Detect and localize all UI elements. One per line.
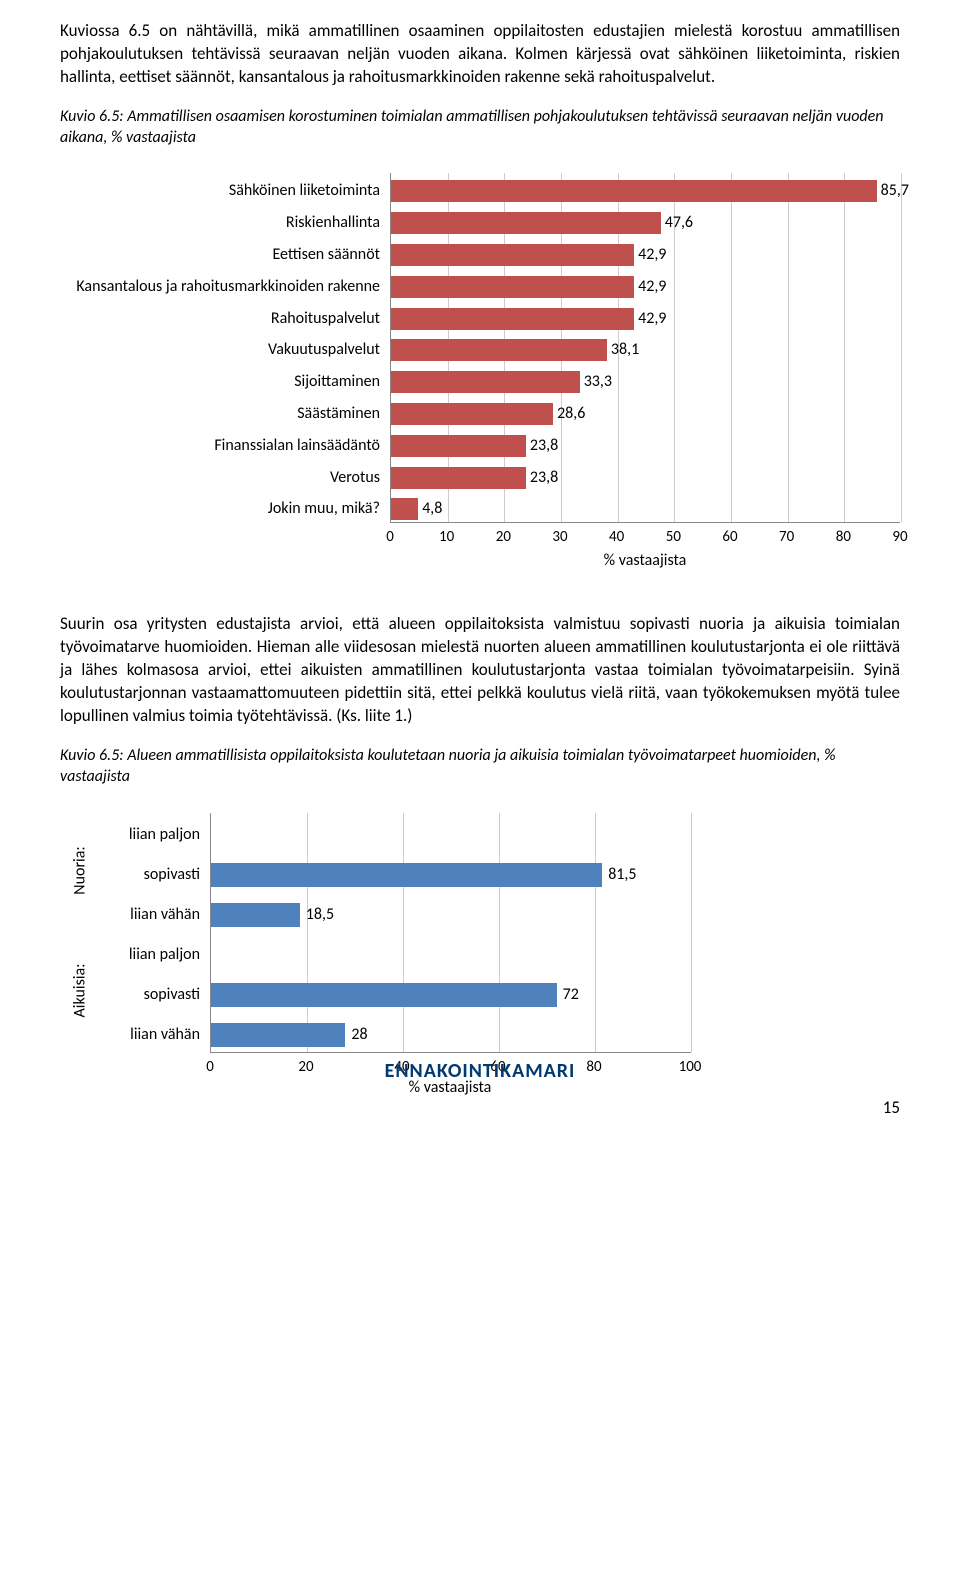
chart1-value-label: 28,6 <box>557 403 585 425</box>
chart1-tick-label: 90 <box>880 528 920 546</box>
chart2-gridline <box>499 813 500 1052</box>
chart2-bar-row: 72 <box>211 983 691 1007</box>
chart2-category-label: liian paljon <box>100 943 200 967</box>
chart1-value-label: 42,9 <box>638 244 666 266</box>
chart1-category-label: Sijoittaminen <box>60 371 380 393</box>
chart2-group-label: Aikuisia: <box>71 930 90 1050</box>
chart1-tick-label: 20 <box>483 528 523 546</box>
chart2-bar <box>211 903 300 927</box>
chart2-bar <box>211 863 602 887</box>
chart1-value-label: 23,8 <box>530 435 558 457</box>
chart1-bar <box>391 212 661 234</box>
chart2-bar-row: 28 <box>211 1023 691 1047</box>
chart1-category-label: Rahoituspalvelut <box>60 308 380 330</box>
chart1-bar <box>391 403 553 425</box>
chart1-category-label: Finanssialan lainsäädäntö <box>60 435 380 457</box>
chart1-value-label: 23,8 <box>530 467 558 489</box>
chart1-category-label: Kansantalous ja rahoitusmarkkinoiden rak… <box>60 276 380 298</box>
chart1-value-label: 4,8 <box>422 498 442 520</box>
chart1-bar <box>391 180 877 202</box>
chart2-value-label: 28 <box>351 1023 367 1047</box>
chart1-bar <box>391 276 634 298</box>
chart1-value-label: 42,9 <box>638 276 666 298</box>
chart2-bar-row <box>211 943 691 967</box>
chart1-bar <box>391 308 634 330</box>
chart2-bar-row: 18,5 <box>211 903 691 927</box>
chart1-category-label: Sähköinen liiketoiminta <box>60 180 380 202</box>
chart2-group-label: Nuoria: <box>71 810 90 930</box>
chart1-bar-row: 42,9 <box>391 276 900 298</box>
chart2-value-label: 81,5 <box>608 863 636 887</box>
chart2-bar-row: 81,5 <box>211 863 691 887</box>
paragraph-1: Kuviossa 6.5 on nähtävillä, mikä ammatil… <box>60 20 900 89</box>
paragraph-2: Suurin osa yritysten edustajista arvioi,… <box>60 613 900 728</box>
chart1-category-label: Vakuutuspalvelut <box>60 339 380 361</box>
chart2-gridline <box>307 813 308 1052</box>
chart1-category-label: Verotus <box>60 467 380 489</box>
chart1-category-label: Säästäminen <box>60 403 380 425</box>
logo-text: ENNAKOINTIKAMARI <box>0 1059 960 1083</box>
chart2-bar-row <box>211 823 691 847</box>
chart1-bar <box>391 467 526 489</box>
chart1-bar-row: 85,7 <box>391 180 900 202</box>
chart1-tick-label: 80 <box>823 528 863 546</box>
chart1-value-label: 33,3 <box>584 371 612 393</box>
chart2-gridline <box>691 813 692 1052</box>
chart1-bar-row: 4,8 <box>391 498 900 520</box>
chart1-tick-label: 70 <box>767 528 807 546</box>
chart1-bar <box>391 498 418 520</box>
chart2-category-label: sopivasti <box>100 983 200 1007</box>
chart1-bar <box>391 244 634 266</box>
chart1-bar-row: 38,1 <box>391 339 900 361</box>
caption-1: Kuvio 6.5: Ammatillisen osaamisen korost… <box>60 107 900 149</box>
caption-2: Kuvio 6.5: Alueen ammatillisista oppilai… <box>60 746 900 788</box>
chart1-x-label: % vastaajista <box>390 551 900 570</box>
chart1-category-label: Riskienhallinta <box>60 212 380 234</box>
chart1-bar-row: 42,9 <box>391 308 900 330</box>
chart2-plot-area: 81,5 18,5 72 28 <box>210 813 691 1053</box>
chart1-bar <box>391 339 607 361</box>
chart1-tick-label: 40 <box>597 528 637 546</box>
chart1-category-label: Jokin muu, mikä? <box>60 498 380 520</box>
chart2-value-label: 18,5 <box>306 903 334 927</box>
chart1-value-label: 38,1 <box>611 339 639 361</box>
chart1-gridline <box>901 173 902 522</box>
chart1-bar-row: 42,9 <box>391 244 900 266</box>
chart1-bar <box>391 371 580 393</box>
chart1-bar-row: 23,8 <box>391 467 900 489</box>
chart1-bar <box>391 435 526 457</box>
chart2-gridline <box>403 813 404 1052</box>
chart-1: 85,7 47,6 42,9 42,9 42,9 38,1 33,3 28,6 23,8 23,8… <box>60 173 900 573</box>
chart2-bar <box>211 1023 345 1047</box>
chart2-category-label: liian paljon <box>100 823 200 847</box>
chart2-category-label: liian vähän <box>100 903 200 927</box>
chart1-bar-row: 47,6 <box>391 212 900 234</box>
page-number: 15 <box>883 1097 900 1118</box>
chart1-bar-row: 33,3 <box>391 371 900 393</box>
chart1-value-label: 47,6 <box>665 212 693 234</box>
chart1-category-label: Eettisen säännöt <box>60 244 380 266</box>
chart2-category-label: liian vähän <box>100 1023 200 1047</box>
chart2-bar <box>211 983 557 1007</box>
chart1-tick-label: 60 <box>710 528 750 546</box>
chart1-plot-area: 85,7 47,6 42,9 42,9 42,9 38,1 33,3 28,6 23,8 23,8… <box>390 173 900 523</box>
chart1-tick-label: 50 <box>653 528 693 546</box>
chart2-gridline <box>595 813 596 1052</box>
chart1-value-label: 85,7 <box>881 180 909 202</box>
chart1-tick-label: 0 <box>370 528 410 546</box>
chart2-category-label: sopivasti <box>100 863 200 887</box>
chart1-bar-row: 23,8 <box>391 435 900 457</box>
chart1-bar-row: 28,6 <box>391 403 900 425</box>
chart1-tick-label: 30 <box>540 528 580 546</box>
chart2-value-label: 72 <box>563 983 579 1007</box>
chart1-tick-label: 10 <box>427 528 467 546</box>
chart1-value-label: 42,9 <box>638 308 666 330</box>
